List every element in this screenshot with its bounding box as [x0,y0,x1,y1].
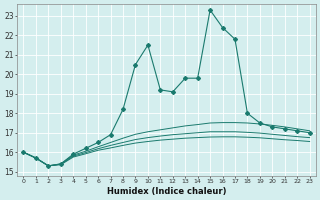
X-axis label: Humidex (Indice chaleur): Humidex (Indice chaleur) [107,187,226,196]
